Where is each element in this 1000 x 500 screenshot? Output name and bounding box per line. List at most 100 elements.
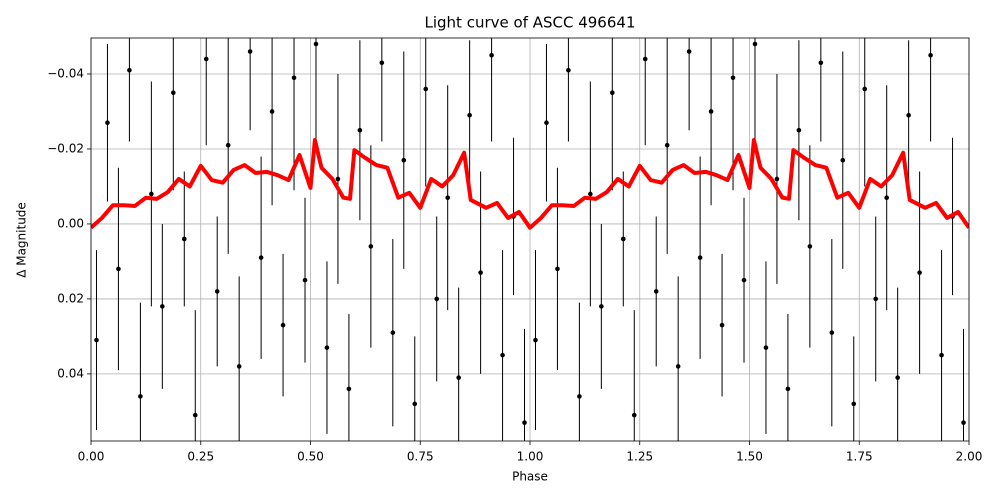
data-point bbox=[192, 412, 198, 418]
x-tick-label: 0.75 bbox=[407, 450, 434, 464]
x-tick-label: 1.75 bbox=[846, 450, 873, 464]
x-tick-label: 1.50 bbox=[736, 450, 763, 464]
smoothed-curve bbox=[91, 137, 969, 230]
data-point bbox=[675, 364, 681, 369]
data-point bbox=[116, 266, 121, 272]
data-point bbox=[631, 412, 637, 418]
x-tick-label: 1.00 bbox=[517, 450, 544, 464]
y-tick-label: 0.02 bbox=[57, 291, 84, 305]
x-tick-label: 1.25 bbox=[626, 450, 653, 464]
data-point bbox=[478, 270, 483, 275]
y-tick-label: −0.02 bbox=[47, 141, 84, 155]
data-point bbox=[203, 56, 209, 62]
data-point bbox=[818, 60, 824, 66]
data-point bbox=[697, 255, 703, 260]
data-point bbox=[664, 142, 670, 148]
data-point bbox=[708, 109, 714, 114]
data-point bbox=[653, 289, 659, 294]
data-point bbox=[840, 157, 846, 163]
data-point bbox=[500, 352, 505, 358]
data-point bbox=[939, 352, 944, 358]
x-tick-label: 2.00 bbox=[956, 450, 983, 464]
data-point bbox=[730, 75, 736, 81]
data-point bbox=[610, 90, 615, 96]
x-tick-label: 0.00 bbox=[78, 450, 105, 464]
data-point bbox=[566, 67, 571, 73]
data-point bbox=[906, 112, 911, 118]
data-point bbox=[445, 195, 450, 201]
y-tick-label: 0.04 bbox=[57, 366, 84, 380]
x-tick-label: 0.50 bbox=[297, 450, 324, 464]
data-point bbox=[763, 345, 769, 350]
chart-title: Light curve of ASCC 496641 bbox=[425, 14, 636, 32]
data-point bbox=[258, 255, 264, 260]
data-point bbox=[181, 236, 187, 242]
data-point bbox=[895, 375, 900, 380]
data-point bbox=[884, 195, 889, 201]
data-point bbox=[599, 304, 604, 309]
data-point bbox=[555, 266, 560, 272]
data-point bbox=[522, 420, 527, 425]
data-point bbox=[368, 244, 374, 249]
data-point bbox=[94, 337, 99, 343]
data-point bbox=[642, 56, 648, 62]
data-point bbox=[917, 270, 922, 275]
plot-frame bbox=[90, 37, 970, 442]
y-tick-label: −0.04 bbox=[47, 66, 84, 80]
data-point bbox=[928, 52, 933, 58]
data-point bbox=[741, 277, 747, 283]
data-point bbox=[851, 401, 857, 407]
data-point bbox=[214, 289, 220, 294]
data-point bbox=[346, 386, 352, 392]
data-point bbox=[280, 322, 286, 328]
data-point bbox=[127, 67, 132, 73]
data-point bbox=[752, 41, 758, 47]
data-point bbox=[423, 86, 429, 92]
y-axis-label: Δ Magnitude bbox=[15, 202, 29, 278]
data-point bbox=[269, 109, 275, 114]
data-point bbox=[401, 157, 407, 163]
y-tick-label: 0.00 bbox=[57, 216, 84, 230]
data-point bbox=[686, 49, 692, 54]
data-point bbox=[225, 142, 231, 148]
data-point bbox=[873, 296, 879, 302]
data-point bbox=[620, 236, 626, 242]
data-point bbox=[390, 330, 396, 335]
data-point bbox=[467, 112, 472, 118]
data-point bbox=[774, 176, 780, 182]
data-point bbox=[533, 337, 538, 343]
data-point bbox=[456, 375, 461, 380]
data-point bbox=[577, 394, 582, 399]
data-point bbox=[149, 191, 154, 197]
data-point bbox=[247, 49, 253, 54]
data-point bbox=[796, 127, 802, 133]
data-point bbox=[302, 277, 308, 283]
data-point bbox=[291, 75, 297, 81]
data-point bbox=[324, 345, 330, 350]
data-point bbox=[829, 330, 835, 335]
data-point bbox=[544, 120, 549, 126]
x-tick-label: 0.25 bbox=[187, 450, 214, 464]
data-point bbox=[785, 386, 791, 392]
axes: 0.00 0.25 0.50 0.75 1.00 1.25 1.50 1.75 2.00 −0.0… bbox=[47, 37, 983, 464]
data-point bbox=[160, 304, 165, 309]
data-point bbox=[313, 41, 319, 47]
data-point bbox=[357, 127, 363, 133]
data-point bbox=[588, 191, 593, 197]
data-point bbox=[236, 364, 242, 369]
data-point bbox=[335, 176, 341, 182]
data-point bbox=[171, 90, 176, 96]
data-point bbox=[489, 52, 494, 58]
grid bbox=[90, 38, 970, 441]
data-point bbox=[105, 120, 110, 126]
data-point bbox=[807, 244, 813, 249]
data-point bbox=[862, 86, 868, 92]
x-axis-label: Phase bbox=[512, 470, 548, 484]
data-point bbox=[719, 322, 725, 328]
data-point bbox=[379, 60, 385, 66]
data-point bbox=[138, 394, 143, 399]
data-point bbox=[961, 420, 966, 425]
data-point bbox=[434, 296, 440, 302]
data-point bbox=[412, 401, 418, 407]
